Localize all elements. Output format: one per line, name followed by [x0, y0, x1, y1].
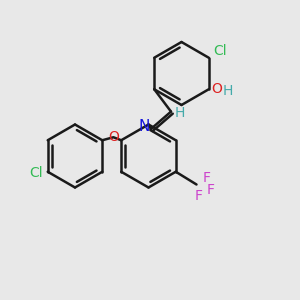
Text: F: F — [203, 171, 211, 185]
Text: Cl: Cl — [213, 44, 227, 58]
Text: O: O — [108, 130, 119, 144]
Text: F: F — [195, 189, 203, 203]
Text: H: H — [175, 106, 185, 120]
Text: F: F — [207, 183, 215, 197]
Text: N: N — [139, 119, 150, 134]
Text: H: H — [223, 84, 233, 98]
Text: O: O — [211, 82, 222, 96]
Text: Cl: Cl — [29, 166, 43, 180]
